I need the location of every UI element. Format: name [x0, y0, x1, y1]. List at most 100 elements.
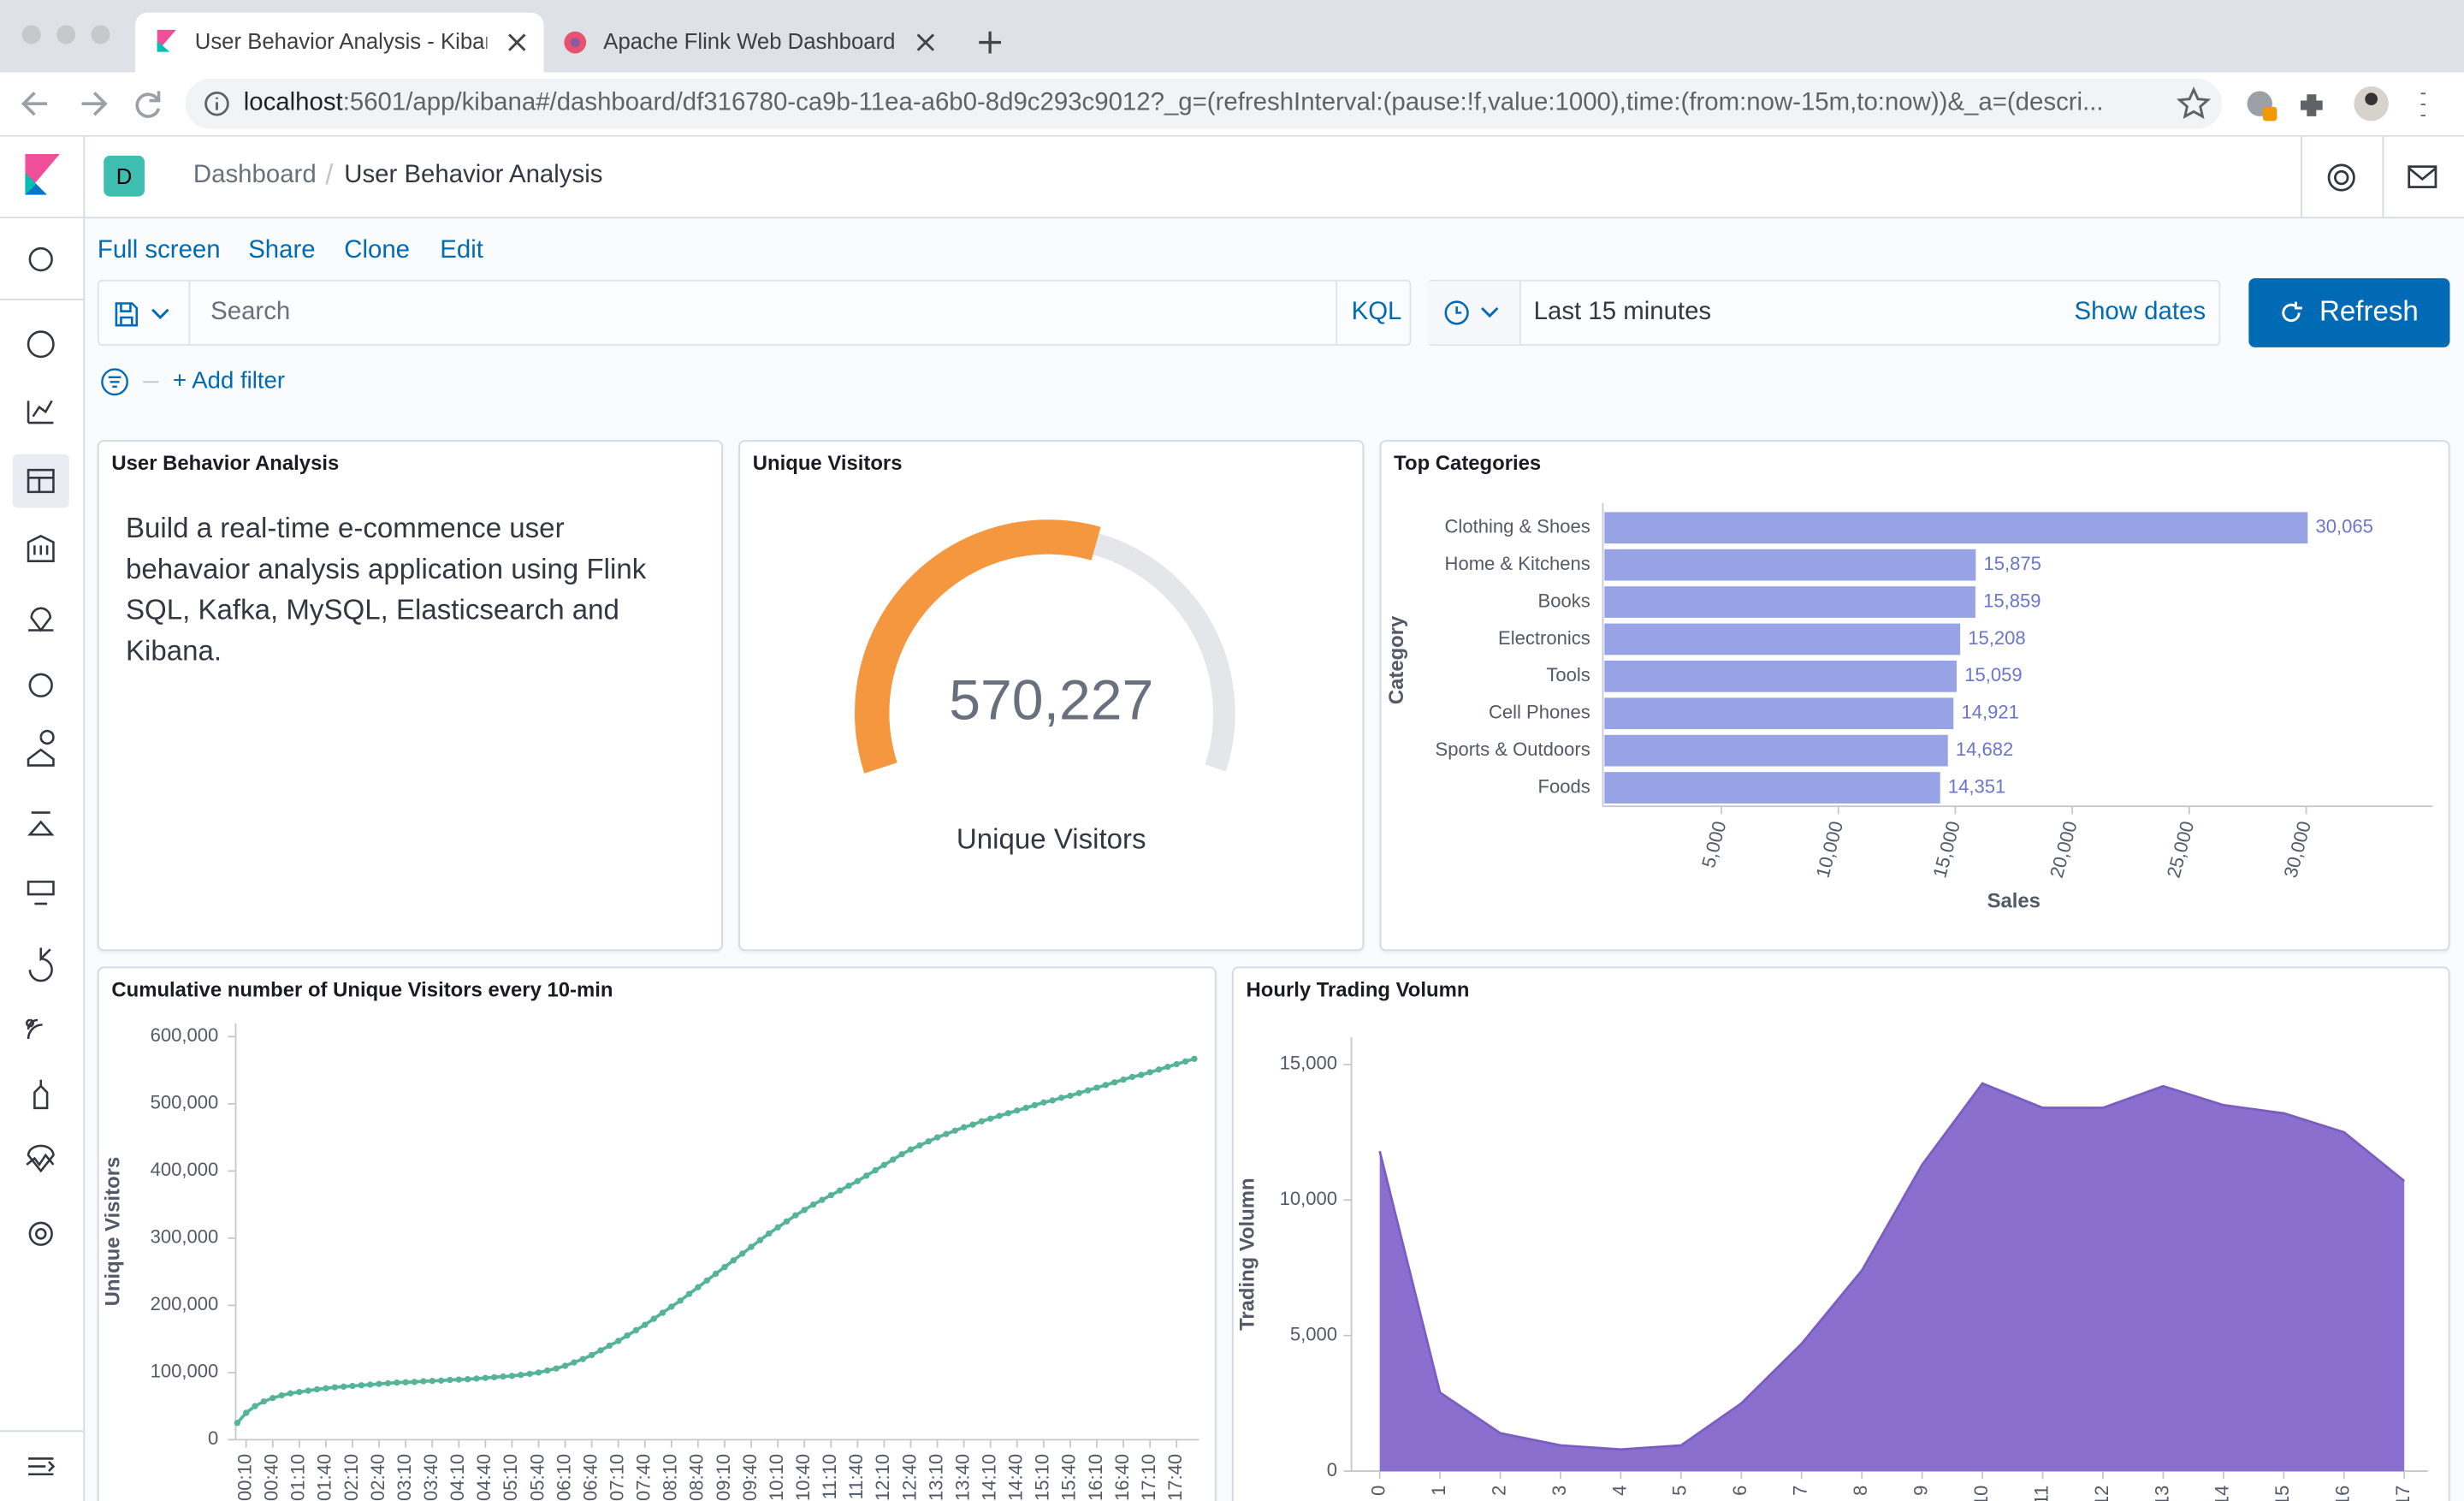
point: [1076, 1090, 1082, 1096]
point: [1032, 1102, 1038, 1108]
point: [358, 1382, 364, 1388]
point: [536, 1369, 542, 1375]
point: [969, 1122, 975, 1128]
point: [1156, 1066, 1162, 1072]
x-tick-label: 04:40: [473, 1454, 495, 1501]
value-label: 15,875: [1984, 553, 2041, 574]
point: [1138, 1071, 1144, 1077]
y-tick-label: 0: [208, 1427, 218, 1449]
point: [845, 1183, 851, 1189]
point: [934, 1134, 940, 1140]
point: [802, 1207, 808, 1213]
point: [872, 1167, 878, 1173]
value-label: 15,208: [1968, 627, 2025, 649]
point: [757, 1237, 763, 1243]
line: [237, 1059, 1194, 1422]
x-tick-label: 11:10: [819, 1454, 840, 1499]
point: [305, 1387, 311, 1393]
x-tick-label: 9: [1910, 1486, 1931, 1496]
point: [1103, 1082, 1109, 1088]
category-label: Books: [1538, 590, 1590, 611]
x-tick-label: 7: [1790, 1486, 1811, 1496]
x-tick-label: 09:10: [713, 1454, 734, 1501]
x-tick-label: 17:40: [1164, 1454, 1186, 1501]
point: [774, 1225, 780, 1231]
x-axis-title: Sales: [1987, 890, 2040, 913]
point: [402, 1379, 408, 1385]
point: [385, 1380, 391, 1386]
point: [456, 1376, 462, 1382]
gauge-value-arc: [872, 537, 1096, 768]
point: [819, 1196, 825, 1202]
y-axis-title: Category: [1385, 615, 1408, 704]
x-tick-label: 15,000: [1928, 819, 1964, 881]
point: [943, 1131, 949, 1137]
x-tick-label: 6: [1729, 1486, 1750, 1496]
gauge-value: 570,227: [949, 668, 1153, 732]
bar: [1604, 512, 2307, 543]
point: [341, 1384, 346, 1390]
point: [784, 1219, 790, 1225]
point: [349, 1383, 355, 1389]
point: [1040, 1100, 1046, 1106]
point: [314, 1386, 320, 1392]
point: [881, 1162, 887, 1168]
x-tick-label: 02:40: [367, 1454, 388, 1501]
point: [554, 1365, 560, 1371]
x-tick-label: 16:10: [1085, 1454, 1106, 1501]
point: [376, 1381, 382, 1387]
category-label: Tools: [1546, 664, 1590, 685]
point: [323, 1385, 329, 1391]
x-tick-label: 8: [1850, 1486, 1871, 1496]
point: [1093, 1084, 1099, 1090]
x-tick-label: 15:40: [1058, 1454, 1080, 1501]
x-tick-label: 07:10: [607, 1454, 628, 1501]
point: [261, 1398, 267, 1404]
point: [518, 1372, 524, 1378]
value-label: 15,859: [1983, 590, 2040, 611]
x-tick-label: 5: [1669, 1486, 1691, 1496]
point: [234, 1420, 240, 1426]
x-tick-label: 12: [2091, 1486, 2112, 1501]
x-tick-label: 11:40: [845, 1454, 867, 1499]
point: [509, 1373, 515, 1379]
point: [562, 1362, 568, 1368]
y-axis-title: Unique Visitors: [102, 1157, 125, 1307]
point: [296, 1389, 302, 1395]
point: [721, 1264, 727, 1270]
bar: [1604, 697, 1953, 729]
point: [1146, 1069, 1152, 1075]
point: [766, 1231, 772, 1237]
bar: [1604, 549, 1975, 581]
point: [678, 1297, 684, 1303]
x-tick-label: 06:10: [553, 1454, 574, 1501]
category-label: Electronics: [1498, 627, 1590, 649]
y-tick-label: 400,000: [151, 1159, 219, 1180]
x-tick-label: 20,000: [2046, 819, 2082, 881]
point: [483, 1374, 489, 1380]
value-label: 14,921: [1961, 702, 2018, 723]
bar: [1604, 735, 1947, 767]
x-tick-label: 03:10: [394, 1454, 415, 1501]
y-tick-label: 300,000: [151, 1226, 219, 1248]
point: [270, 1395, 275, 1401]
y-tick-label: 200,000: [151, 1293, 219, 1314]
point: [607, 1343, 613, 1349]
point: [1174, 1061, 1180, 1067]
point: [597, 1347, 603, 1353]
point: [589, 1352, 595, 1358]
x-tick-label: 03:40: [420, 1454, 441, 1501]
point: [332, 1384, 338, 1390]
point: [908, 1147, 914, 1153]
point: [837, 1187, 843, 1193]
point: [704, 1278, 710, 1284]
point: [739, 1250, 745, 1256]
y-tick-label: 0: [1327, 1459, 1337, 1480]
y-tick-label: 500,000: [151, 1092, 219, 1113]
point: [686, 1290, 692, 1296]
x-tick-label: 16:40: [1111, 1454, 1133, 1501]
x-tick-label: 17: [2392, 1486, 2414, 1501]
x-tick-label: 3: [1549, 1486, 1570, 1496]
point: [1014, 1107, 1020, 1113]
area: [1380, 1083, 2405, 1471]
